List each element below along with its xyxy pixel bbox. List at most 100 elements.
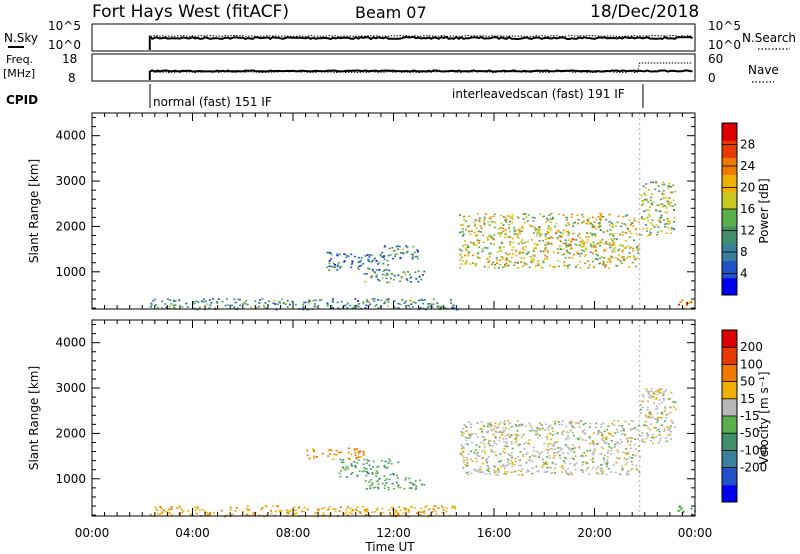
echo-cell xyxy=(482,436,485,438)
echo-cell xyxy=(531,225,534,227)
echo-cell xyxy=(450,302,453,304)
echo-cell xyxy=(606,459,609,461)
echo-cell xyxy=(170,508,173,511)
echo-cell xyxy=(500,431,503,434)
echo-cell xyxy=(608,213,611,216)
echo-cell xyxy=(517,443,520,446)
echo-cell xyxy=(356,506,359,508)
echo-cell xyxy=(673,209,675,211)
echo-cell xyxy=(657,226,660,228)
echo-cell xyxy=(322,512,325,514)
echo-cell xyxy=(159,513,162,515)
echo-cell xyxy=(470,423,473,426)
echo-cell xyxy=(631,467,634,470)
echo-cell xyxy=(495,473,498,476)
echo-cell xyxy=(398,245,401,248)
echo-cell xyxy=(614,250,617,253)
echo-cell xyxy=(349,507,352,509)
echo-cell xyxy=(650,181,653,183)
echo-cell xyxy=(598,229,601,231)
echo-cell xyxy=(382,511,385,514)
echo-cell xyxy=(488,235,491,238)
echo-cell xyxy=(293,512,296,515)
echo-cell xyxy=(619,473,622,476)
echo-cell xyxy=(487,266,490,268)
echo-cell xyxy=(584,454,587,457)
echo-cell xyxy=(605,437,607,440)
echo-cell xyxy=(168,509,171,511)
echo-cell xyxy=(412,254,415,256)
echo-cell xyxy=(566,431,569,433)
echo-cell xyxy=(588,236,591,238)
echo-cell xyxy=(343,513,346,515)
echo-cell xyxy=(405,278,408,280)
echo-cell xyxy=(489,217,492,220)
echo-cell xyxy=(645,209,648,212)
echo-cell xyxy=(612,248,615,251)
echo-cell xyxy=(384,301,387,303)
echo-cell xyxy=(343,253,346,255)
echo-cell xyxy=(668,220,671,223)
echo-cell xyxy=(581,213,584,216)
echo-cell xyxy=(464,220,467,223)
echo-cell xyxy=(539,422,542,425)
echo-cell xyxy=(464,443,467,445)
echo-cell xyxy=(490,449,493,451)
echo-cell xyxy=(621,427,624,429)
echo-cell xyxy=(629,224,632,226)
echo-cell xyxy=(384,479,387,482)
echo-cell xyxy=(204,301,207,303)
echo-cell xyxy=(531,216,534,219)
echo-cell xyxy=(500,222,503,224)
echo-cell xyxy=(585,247,588,250)
echo-cell xyxy=(333,264,336,266)
echo-cell xyxy=(579,436,582,439)
echo-cell xyxy=(511,213,514,216)
echo-cell xyxy=(657,390,660,393)
echo-cell xyxy=(505,427,507,429)
echo-cell xyxy=(639,412,642,415)
echo-cell xyxy=(463,215,465,218)
echo-cell xyxy=(645,183,648,185)
echo-cell xyxy=(549,264,552,267)
echo-cell xyxy=(553,452,555,454)
echo-cell xyxy=(503,423,506,426)
echo-cell xyxy=(629,429,632,431)
echo-cell xyxy=(621,245,624,248)
echo-cell xyxy=(620,430,623,432)
echo-cell xyxy=(525,453,528,455)
echo-cell xyxy=(657,428,660,431)
echo-cell xyxy=(661,417,663,419)
echo-cell xyxy=(488,439,490,442)
echo-cell xyxy=(560,248,562,250)
echo-cell xyxy=(309,300,311,302)
echo-cell xyxy=(660,230,663,233)
echo-cell xyxy=(552,430,555,432)
echo-cell xyxy=(287,511,290,513)
echo-cell xyxy=(493,213,496,215)
echo-cell xyxy=(650,193,653,195)
echo-cell xyxy=(562,242,565,245)
echo-cell xyxy=(375,470,378,473)
echo-cell xyxy=(371,482,374,484)
echo-cell xyxy=(644,421,647,423)
echo-cell xyxy=(414,256,417,258)
echo-cell xyxy=(375,304,378,306)
echo-cell xyxy=(331,307,334,309)
echo-cell xyxy=(607,468,610,470)
echo-cell xyxy=(616,238,619,240)
echo-cell xyxy=(616,431,619,433)
echo-cell xyxy=(171,507,174,509)
echo-cell xyxy=(206,303,209,306)
echo-cell xyxy=(630,420,633,422)
echo-cell xyxy=(597,430,600,432)
echo-cell xyxy=(486,465,489,468)
echo-cell xyxy=(508,236,511,238)
echo-cell xyxy=(315,511,318,514)
echo-cell xyxy=(653,402,656,404)
echo-cell xyxy=(565,231,568,233)
echo-cell xyxy=(671,191,674,193)
echo-cell xyxy=(462,432,465,434)
echo-cell xyxy=(569,243,572,246)
